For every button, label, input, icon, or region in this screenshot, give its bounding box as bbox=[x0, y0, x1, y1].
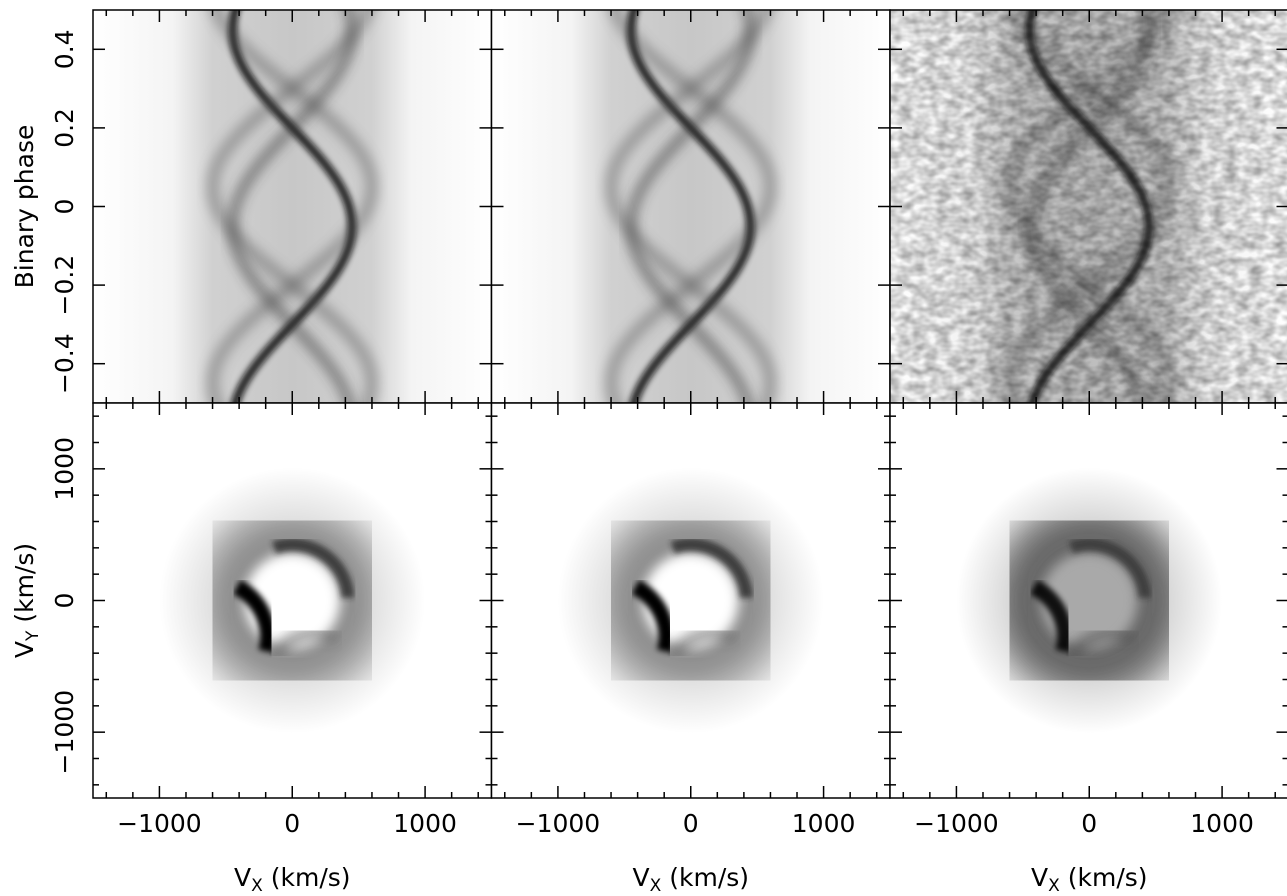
disc-ring bbox=[992, 504, 1186, 697]
intensity-image bbox=[491, 10, 890, 403]
s-wave bbox=[228, 10, 357, 403]
arc bbox=[1029, 579, 1073, 654]
label-sub: X bbox=[1048, 876, 1060, 896]
x-axis-label: VX (km/s) bbox=[1031, 863, 1148, 896]
y-tick-label: 0.4 bbox=[50, 29, 79, 69]
panel bbox=[92, 9, 493, 404]
arc bbox=[1067, 627, 1135, 658]
emission-band bbox=[491, 10, 890, 403]
label-main: V bbox=[234, 863, 251, 892]
label-sub: Y bbox=[23, 630, 43, 642]
label-main: V bbox=[1031, 863, 1048, 892]
intensity-image bbox=[93, 10, 492, 403]
arc bbox=[668, 627, 736, 658]
noise bbox=[890, 10, 1287, 403]
s-wave bbox=[206, 10, 378, 403]
label-main: V bbox=[632, 863, 649, 892]
y-tick-label: −0.2 bbox=[50, 255, 79, 316]
x-tick-label: 1000 bbox=[792, 809, 856, 838]
y-tick-label: −1000 bbox=[50, 690, 79, 775]
arc bbox=[1069, 538, 1152, 599]
panel bbox=[490, 402, 891, 799]
arc bbox=[631, 579, 675, 654]
emission-band bbox=[93, 10, 492, 403]
x-tick-label: 0 bbox=[284, 809, 300, 838]
arc bbox=[232, 579, 276, 654]
y-tick-label: −0.4 bbox=[50, 333, 79, 394]
s-wave bbox=[227, 10, 357, 403]
y-tick-label: 1000 bbox=[50, 437, 79, 501]
y-axis-label: Binary phase bbox=[10, 125, 39, 289]
s-wave bbox=[626, 10, 756, 403]
y-tick-label: 0 bbox=[50, 593, 79, 609]
panel bbox=[490, 9, 891, 404]
panel bbox=[889, 402, 1287, 799]
x-tick-label: 1000 bbox=[393, 809, 457, 838]
disc-ring bbox=[594, 504, 788, 697]
intensity-image bbox=[890, 403, 1287, 798]
disc-ring bbox=[195, 504, 389, 697]
label-unit: (km/s) bbox=[271, 863, 351, 892]
label-unit: (km/s) bbox=[1068, 863, 1148, 892]
x-axis-label: VX (km/s) bbox=[632, 863, 749, 896]
label-unit: (km/s) bbox=[669, 863, 749, 892]
arc bbox=[670, 538, 753, 599]
s-wave bbox=[605, 10, 777, 403]
x-tick-label: −1000 bbox=[516, 809, 601, 838]
x-tick-label: −1000 bbox=[117, 809, 202, 838]
x-tick-label: 0 bbox=[1081, 809, 1097, 838]
x-axis-label: VX (km/s) bbox=[234, 863, 351, 896]
s-wave bbox=[605, 10, 777, 403]
y-axis-label: VY (km/s) bbox=[10, 543, 43, 658]
x-tick-label: −1000 bbox=[914, 809, 999, 838]
label-sub: X bbox=[251, 876, 263, 896]
arc bbox=[272, 538, 355, 599]
intensity-image bbox=[93, 403, 492, 798]
intensity-image bbox=[890, 10, 1287, 403]
label-main: V bbox=[10, 641, 39, 658]
y-tick-label: 0 bbox=[50, 199, 79, 215]
label-unit: (km/s) bbox=[10, 543, 39, 623]
intensity-image bbox=[491, 403, 890, 798]
panel bbox=[889, 9, 1287, 404]
y-tick-label: 0.2 bbox=[50, 108, 79, 148]
label-sub: X bbox=[650, 876, 662, 896]
x-tick-label: 1000 bbox=[1190, 809, 1254, 838]
panel bbox=[92, 402, 493, 799]
s-wave bbox=[625, 10, 756, 403]
s-wave bbox=[206, 10, 378, 403]
x-tick-label: 0 bbox=[683, 809, 699, 838]
arc bbox=[270, 627, 338, 658]
